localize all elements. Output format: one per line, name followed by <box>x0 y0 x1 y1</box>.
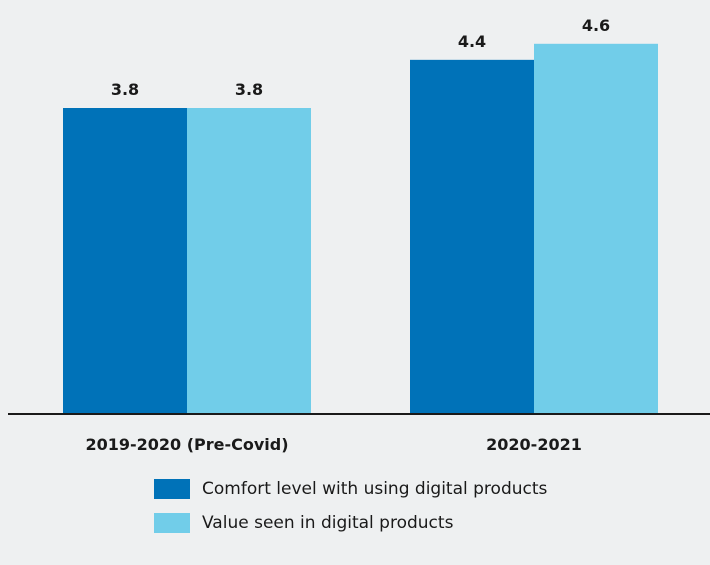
legend-item-comfort-level: Comfort level with using digital product… <box>154 476 547 502</box>
bar-value-seen-in-digital-products-2019-2020-pre-covid <box>187 108 311 413</box>
value-label-comfort-level-with-using-digital-products-2020-2021: 4.4 <box>458 32 486 51</box>
value-label-value-seen-in-digital-products-2019-2020-pre-covid: 3.8 <box>235 80 263 99</box>
bar-chart: 3.8 4.4 3.8 4.6 2019-2020 (Pre-Covid) 2020-20… <box>8 16 710 454</box>
value-label-comfort-level-with-using-digital-products-2019-2020-pre-covid: 3.8 <box>111 80 139 99</box>
legend-label-value-seen: Value seen in digital products <box>202 513 454 533</box>
category-label-2020-2021: 2020-2021 <box>486 435 582 454</box>
legend: Comfort level with using digital product… <box>154 476 547 544</box>
category-label-2019-2020-pre-covid: 2019-2020 (Pre-Covid) <box>85 435 288 454</box>
bar-comfort-level-with-using-digital-products-2020-2021 <box>410 59 534 414</box>
legend-swatch-value-seen <box>154 513 190 533</box>
legend-swatch-comfort-level <box>154 479 190 499</box>
legend-item-value-seen: Value seen in digital products <box>154 510 547 536</box>
bar-comfort-level-with-using-digital-products-2019-2020-pre-covid <box>63 108 187 413</box>
value-label-value-seen-in-digital-products-2020-2021: 4.6 <box>582 16 610 35</box>
bar-value-seen-in-digital-products-2020-2021 <box>534 43 658 413</box>
legend-label-comfort-level: Comfort level with using digital product… <box>202 479 548 499</box>
